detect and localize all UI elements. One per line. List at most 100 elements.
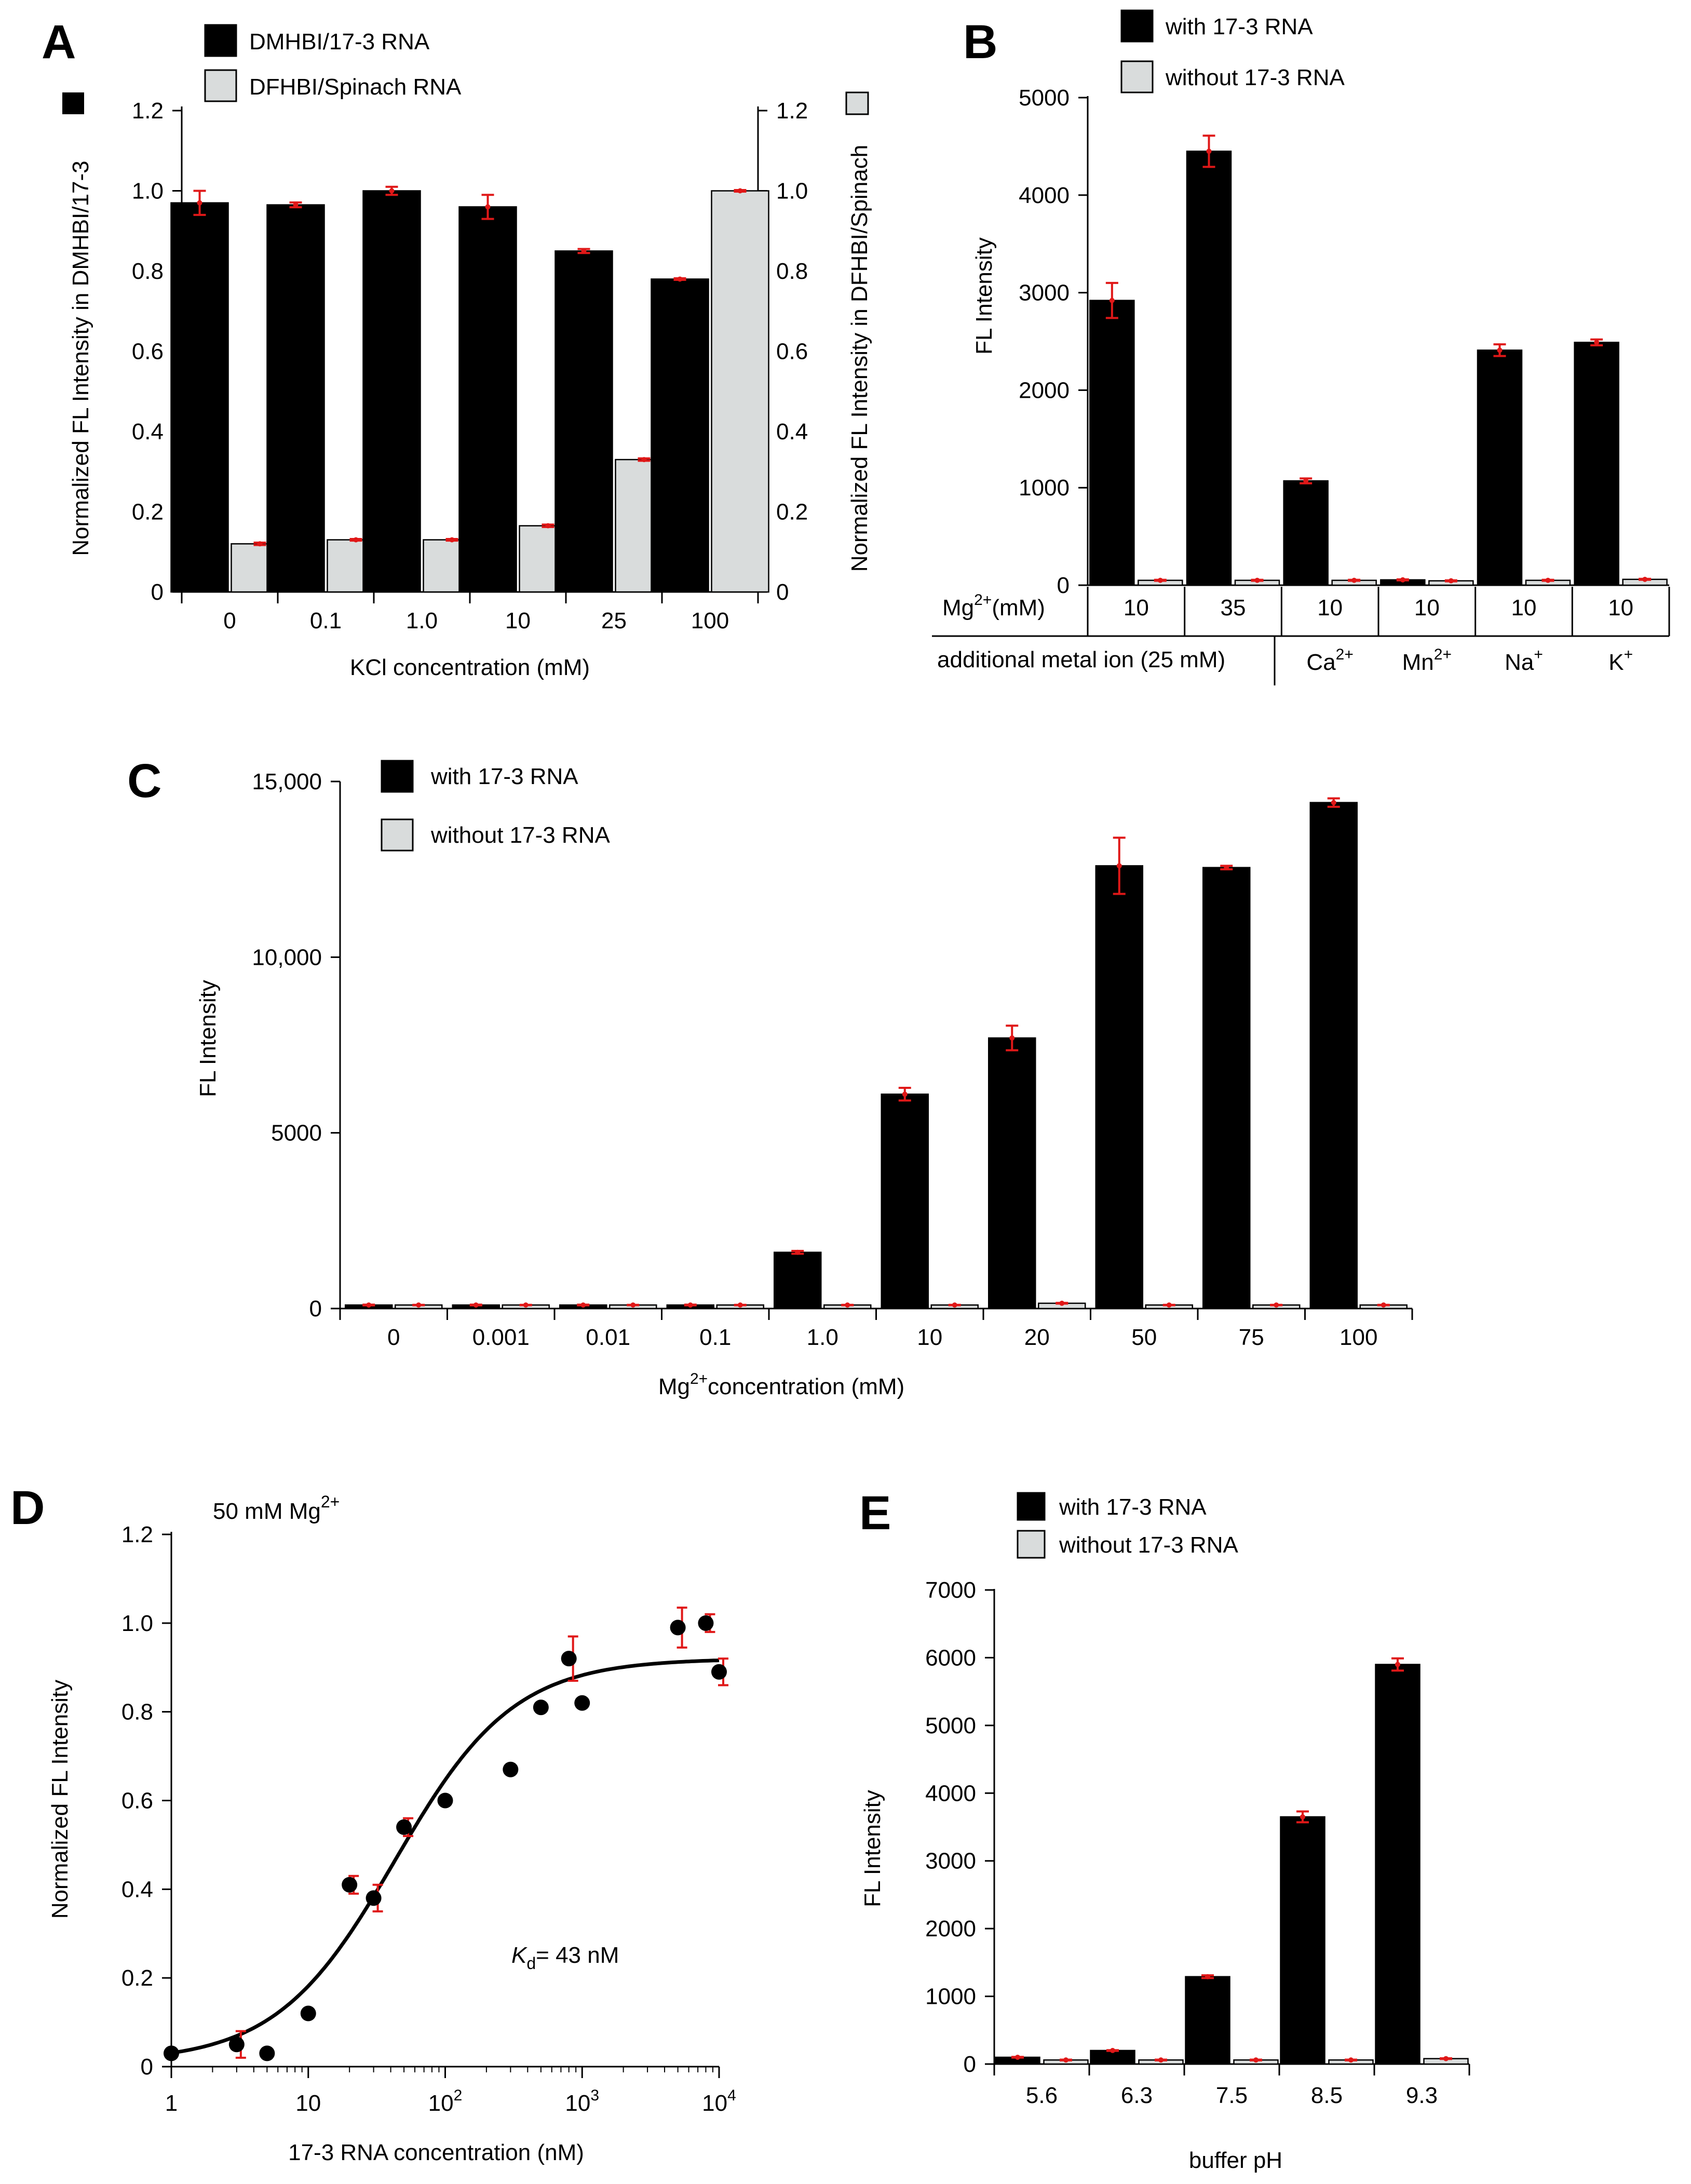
panel-e-label: E <box>859 1487 891 1540</box>
data-point-2 <box>259 2045 275 2061</box>
y-ticks: 0 5000 10,000 15,000 <box>252 769 340 1322</box>
error-bar <box>1202 134 1215 168</box>
x-tick-label: 102 <box>428 2087 463 2116</box>
error-bar-center <box>902 1091 908 1097</box>
error-bar <box>1348 577 1361 583</box>
error-bar-center <box>1331 800 1336 805</box>
y-tick-label: 0.4 <box>776 419 808 444</box>
error-bar <box>638 457 651 463</box>
x-tick-label: 10 <box>505 608 531 633</box>
bars <box>339 797 1413 1320</box>
y-tick-label: 5000 <box>925 1713 976 1738</box>
y-tick-label: 3000 <box>1019 280 1070 306</box>
legend-swatch-without <box>1120 60 1154 93</box>
x-tick-label: 9.3 <box>1406 2083 1438 2108</box>
data-point-12 <box>670 1620 686 1636</box>
bar-with-2 <box>1283 480 1329 586</box>
y-tick-label: 0.6 <box>132 339 164 365</box>
x-ticks: 1 10 102 103 104 <box>165 2067 736 2116</box>
legend-label-without: without 17-3 RNA <box>1059 1532 1238 1558</box>
data-point-1 <box>228 2037 245 2053</box>
data-point-14 <box>711 1664 727 1680</box>
data-point-7 <box>437 1792 453 1809</box>
error-bar-center <box>1110 2047 1115 2053</box>
x-tick-label: 25 <box>601 608 627 633</box>
x-tick-label: 0.1 <box>310 608 342 633</box>
y-ticks: 0 1000 2000 3000 4000 5000 <box>1019 85 1088 598</box>
y-tick-label: 5000 <box>1019 85 1070 111</box>
error-bar <box>193 190 206 216</box>
error-bar-center <box>1545 577 1551 583</box>
error-bar <box>1154 577 1167 583</box>
error-bar <box>481 194 494 220</box>
error-bar-center <box>1166 1302 1172 1308</box>
mg-row-label: Mg2+(mM) <box>942 591 1045 621</box>
y-tick-label: 1.2 <box>121 1522 153 1547</box>
error-bar-center <box>523 1302 529 1308</box>
error-bar-center <box>1395 1662 1400 1667</box>
error-bar <box>542 523 554 529</box>
x-tick-label: 6.3 <box>1121 2083 1153 2108</box>
error-bar <box>1006 1024 1019 1051</box>
error-bar-center <box>1224 865 1229 870</box>
y-tick-label: 0.2 <box>132 500 164 525</box>
error-bar <box>1105 281 1118 319</box>
error-bar <box>412 1302 425 1308</box>
y-axis-title: FL Intensity <box>195 980 221 1097</box>
panel-c-legend: with 17-3 RNA without 17-3 RNA <box>381 760 610 852</box>
error-bar-center <box>687 1302 693 1308</box>
error-bar-center <box>737 188 743 194</box>
mg-value: 10 <box>1317 595 1343 621</box>
error-bar <box>684 1302 697 1308</box>
panel-b-label: B <box>963 16 997 69</box>
x-tick-label: 0 <box>387 1325 400 1350</box>
error-bar-center <box>197 200 202 206</box>
bar-with-0 <box>170 202 229 593</box>
error-bar <box>1590 338 1603 347</box>
error-bar <box>445 537 458 543</box>
x-ticks: 5.6 6.3 7.5 8.5 9.3 <box>1026 2083 1438 2108</box>
x-tick-label: 5.6 <box>1026 2083 1058 2108</box>
bar-with-0 <box>1089 300 1135 586</box>
bar-with-6 <box>988 1037 1036 1310</box>
y-tick-label: 1.2 <box>776 98 808 124</box>
error-bar-center <box>1254 577 1260 583</box>
panel-b-legend: with 17-3 RNA without 17-3 RNA <box>1120 9 1345 93</box>
left-y-ticks: 0 0.2 0.4 0.6 0.8 1.0 1.2 <box>132 98 182 605</box>
error-bar <box>1201 1974 1214 1979</box>
error-bar <box>1162 1302 1175 1308</box>
panel-a: A DMHBI/17-3 RNA DFHBI/Spinach RNA 00.20… <box>42 16 872 680</box>
bars <box>1089 134 1668 586</box>
error-bar-center <box>1116 863 1122 869</box>
y-tick-label: 0.4 <box>121 1877 153 1902</box>
error-bar <box>1106 2047 1119 2053</box>
y-tick-label: 1000 <box>925 1984 976 2010</box>
y-tick-label: 4000 <box>925 1781 976 1806</box>
legend-swatch-with <box>381 760 414 793</box>
y-axis-title: FL Intensity <box>971 237 997 355</box>
y-tick-label: 1.2 <box>132 98 164 124</box>
error-bar <box>791 1249 804 1255</box>
error-bar-center <box>580 1302 586 1308</box>
x-ticks: 0 0.001 0.01 0.1 1.0 10 20 50 75 100 <box>387 1325 1377 1350</box>
y-ticks: 0 0.2 0.4 0.6 0.8 1.0 1.2 <box>121 1522 171 2080</box>
y-tick-label: 2000 <box>925 1916 976 1942</box>
error-bar-center <box>473 1302 479 1308</box>
error-bar <box>627 1302 640 1308</box>
error-bar-center <box>952 1302 957 1308</box>
y-tick-label: 4000 <box>1019 183 1070 208</box>
error-bar <box>1639 576 1652 582</box>
y-tick-label: 0.6 <box>121 1788 153 1814</box>
error-bar-center <box>1594 340 1600 345</box>
error-bar-center <box>293 202 299 208</box>
error-bar <box>1300 477 1313 484</box>
y-tick-label: 7000 <box>925 1578 976 1603</box>
error-bar <box>349 537 362 543</box>
error-bar <box>385 185 398 196</box>
bar-with-5 <box>881 1093 929 1310</box>
panel-c: C with 17-3 RNA without 17-3 RNA 0 5000 10… <box>127 754 1413 1399</box>
error-bar <box>1250 2057 1262 2063</box>
error-bar-center <box>1253 2057 1259 2063</box>
data-point-6 <box>396 1819 412 1835</box>
